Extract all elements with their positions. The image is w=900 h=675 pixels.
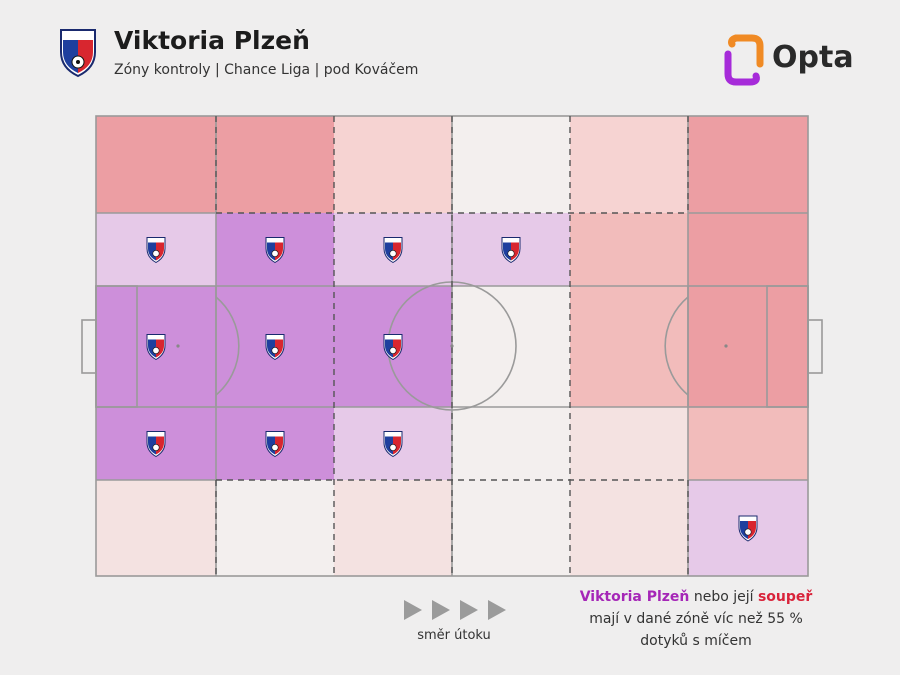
zone-cell-opp_light [334, 116, 452, 213]
play-arrow-icon [460, 600, 478, 620]
viktoria-plzen-crest-icon [383, 431, 403, 458]
legend-opponent-word: soupeř [757, 589, 813, 605]
viktoria-plzen-crest-icon [383, 334, 403, 361]
attack-direction-arrows [404, 600, 506, 620]
opta-brand: Opta [722, 34, 854, 86]
opta-logo-icon [724, 34, 764, 86]
viktoria-plzen-crest-icon [501, 237, 521, 264]
viktoria-plzen-crest-icon [265, 237, 285, 264]
zone-cell-opp_faint [96, 480, 216, 576]
attack-direction-caption: směr útoku [417, 628, 491, 643]
play-arrow-icon [488, 600, 506, 620]
centre-spot [450, 344, 454, 348]
legend-text-1: nebo její [689, 589, 758, 605]
viktoria-plzen-crest-icon [265, 431, 285, 458]
zone-cell-opp_mid [570, 286, 688, 407]
viktoria-plzen-crest-icon [265, 334, 285, 361]
zone-cell-neutral [452, 407, 570, 480]
zone-cell-opp_strong [688, 213, 808, 286]
legend: Viktoria Plzeň nebo její soupeř mají v d… [560, 586, 832, 652]
zone-cell-neutral [452, 116, 570, 213]
play-arrow-icon [432, 600, 450, 620]
zone-cell-neutral [452, 286, 570, 407]
zone-cell-opp_strong [96, 116, 216, 213]
left-goal [81, 319, 97, 374]
zone-cell-neutral [216, 480, 334, 576]
legend-text-2: mají v dané zóně víc než 55 % [589, 611, 803, 627]
viktoria-plzen-crest-icon [383, 237, 403, 264]
right-penalty-arc [664, 296, 689, 396]
right-penalty-spot [724, 344, 728, 348]
left-penalty-arc [215, 296, 240, 396]
zone-cell-opp_strong [216, 116, 334, 213]
zone-cell-opp_light [570, 116, 688, 213]
zone-cell-opp_mid [570, 213, 688, 286]
right-goal [807, 319, 823, 374]
left-penalty-spot [176, 344, 180, 348]
page-title: Viktoria Plzeň [114, 26, 310, 55]
page-subtitle: Zóny kontroly | Chance Liga | pod Kováče… [114, 62, 419, 78]
zone-cell-opp_faint [570, 407, 688, 480]
viktoria-plzen-crest-icon [146, 431, 166, 458]
zone-cell-opp_strong [688, 286, 808, 407]
opta-wordmark: Opta [772, 40, 854, 75]
viktoria-plzen-crest-icon [146, 334, 166, 361]
zone-cell-neutral [452, 480, 570, 576]
legend-text-3: dotyků s míčem [640, 633, 752, 649]
zone-cell-opp_mid [688, 407, 808, 480]
viktoria-plzen-crest-icon [146, 237, 166, 264]
play-arrow-icon [404, 600, 422, 620]
zone-cell-opp_faint [570, 480, 688, 576]
viktoria-plzen-crest-icon [738, 515, 758, 542]
legend-team-name: Viktoria Plzeň [579, 589, 690, 605]
zone-cell-opp_faint [334, 480, 452, 576]
zone-cell-opp_strong [688, 116, 808, 213]
viktoria-plzen-crest-icon [58, 26, 98, 78]
